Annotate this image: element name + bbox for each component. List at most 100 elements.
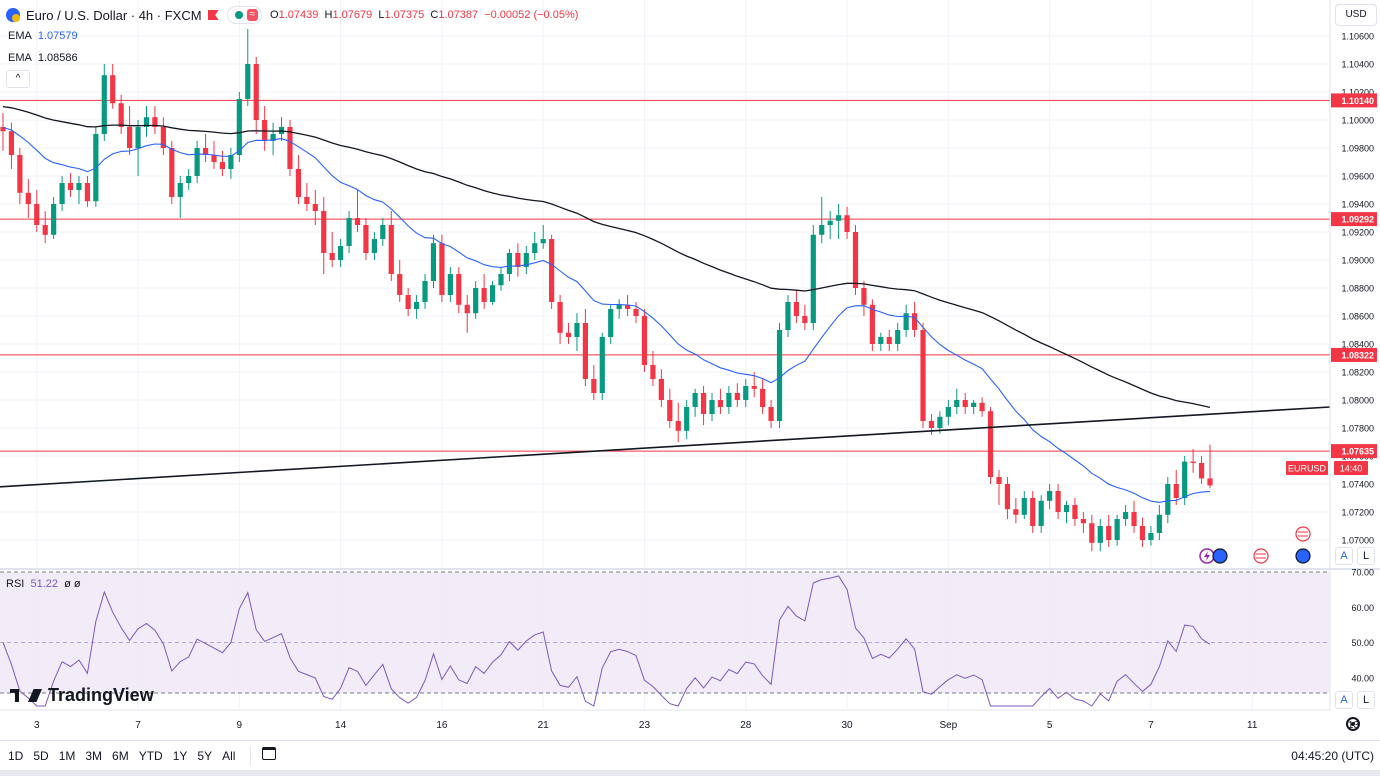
ema-slow-legend[interactable]: EMA 1.08586 (8, 52, 78, 64)
settings-gear-icon[interactable] (1346, 717, 1360, 731)
rsi-auto-scale-button[interactable]: A (1335, 691, 1353, 709)
candle-body (143, 117, 150, 127)
candle-body (186, 176, 192, 183)
candle-body (540, 239, 546, 244)
time-tick-label: 21 (538, 720, 550, 731)
range-button-5y[interactable]: 5Y (197, 749, 213, 763)
time-tick-label: 30 (841, 720, 853, 731)
rsi-tick-label: 60.00 (1351, 603, 1374, 613)
ema-fast-legend[interactable]: EMA 1.07579 (8, 30, 78, 42)
candle-body (549, 239, 555, 302)
range-button-all[interactable]: All (222, 749, 236, 763)
candle-body (582, 323, 588, 379)
range-button-3m[interactable]: 3M (85, 749, 103, 763)
log-scale-button[interactable]: L (1357, 547, 1375, 565)
candle-body (236, 99, 242, 155)
candle-body (844, 215, 850, 232)
price-chart[interactable]: 1.10600 1.10400 1.10200 1.10000 1.09800 1.096… (0, 0, 1380, 740)
candle-body (25, 192, 31, 204)
candle-body (1089, 523, 1095, 543)
time-tick-label: 3 (34, 720, 40, 731)
calendar-icon[interactable] (262, 747, 276, 760)
candle-body (1030, 498, 1036, 526)
ticker-tag: EURUSD 14:40 (1286, 461, 1368, 475)
candle-body (650, 365, 656, 379)
candle-body (202, 148, 209, 155)
currency-button[interactable]: USD (1335, 4, 1377, 26)
collapse-legend-button[interactable]: ^ (6, 70, 30, 88)
candle-body (633, 309, 639, 316)
candle-body (169, 148, 175, 197)
candle-body (675, 421, 681, 431)
utc-clock[interactable]: 04:45:20 (UTC) (1291, 749, 1374, 763)
market-status-pill[interactable]: ≈ (226, 6, 263, 24)
price-tick-label: 1.10400 (1341, 60, 1374, 70)
candle-body (59, 183, 65, 204)
price-tick-label: 1.08400 (1341, 340, 1374, 350)
candle-body (118, 103, 124, 127)
candle-body (641, 316, 648, 365)
candle-body (413, 302, 420, 309)
candle-body (717, 400, 724, 407)
candle-body (565, 332, 572, 337)
candle-body (937, 416, 943, 428)
candle-body (253, 64, 259, 120)
symbol-title[interactable]: Euro / U.S. Dollar · 4h · FXCM (26, 7, 202, 23)
candle-body (886, 337, 892, 344)
candle-body (979, 402, 985, 412)
tv-logo-icon (10, 689, 19, 702)
range-button-ytd[interactable]: YTD (138, 749, 163, 763)
auto-scale-button[interactable]: A (1335, 547, 1353, 565)
time-tick-label: 9 (237, 720, 243, 731)
candle-body (321, 211, 327, 253)
euro-dollar-icon (6, 8, 20, 22)
flag-icon[interactable] (207, 10, 219, 20)
candle-body (287, 127, 293, 169)
rsi-legend[interactable]: RSI 51.22 ø ø (6, 578, 81, 590)
bottom-toolbar: 1D 5D 1M 3M 6M YTD 1Y 5Y All 04:45:20 (UTC) (0, 740, 1380, 771)
legend-header: Euro / U.S. Dollar · 4h · FXCM ≈ O1.0743… (6, 6, 578, 24)
candle-body (405, 295, 411, 309)
candle-body (827, 220, 833, 225)
candle-body (219, 162, 226, 169)
candle-body (489, 285, 496, 302)
candle-body (709, 400, 715, 414)
candle-body (371, 239, 377, 253)
range-button-1y[interactable]: 1Y (172, 749, 188, 763)
candle-body (625, 304, 631, 309)
range-button-6m[interactable]: 6M (112, 749, 129, 763)
level-tag (1331, 347, 1377, 362)
candle-body (760, 388, 766, 407)
candle-body (363, 225, 369, 253)
candle-body (599, 337, 605, 393)
tradingview-logo[interactable]: TradingView (10, 685, 154, 706)
range-button-5d[interactable]: 5D (33, 749, 49, 763)
candle-body (101, 75, 107, 134)
candle-body (422, 281, 428, 302)
candle-body (1182, 461, 1188, 498)
candle-body (1106, 526, 1112, 540)
event-icons[interactable] (1199, 526, 1311, 564)
range-button-1m[interactable]: 1M (58, 749, 76, 763)
candle-body (861, 288, 867, 305)
rsi-log-scale-button[interactable]: L (1357, 691, 1375, 709)
candle-body (1072, 505, 1078, 519)
candle-body (1047, 491, 1053, 501)
candle-body (1190, 461, 1196, 463)
candle-body (211, 155, 217, 162)
range-button-1d[interactable]: 1D (8, 749, 24, 763)
candle-body (1055, 491, 1061, 512)
candle-body (270, 134, 276, 141)
candle-body (135, 127, 141, 148)
candle-body (1004, 484, 1011, 510)
candle-body (911, 313, 918, 330)
candle-body (768, 407, 774, 421)
price-tick-label: 1.07000 (1341, 536, 1374, 546)
candle-body (836, 215, 842, 221)
candle-body (692, 393, 698, 407)
candle-body (464, 304, 470, 314)
candle-body (515, 253, 521, 267)
candle-body (785, 302, 791, 330)
rsi-line (2, 575, 1211, 707)
